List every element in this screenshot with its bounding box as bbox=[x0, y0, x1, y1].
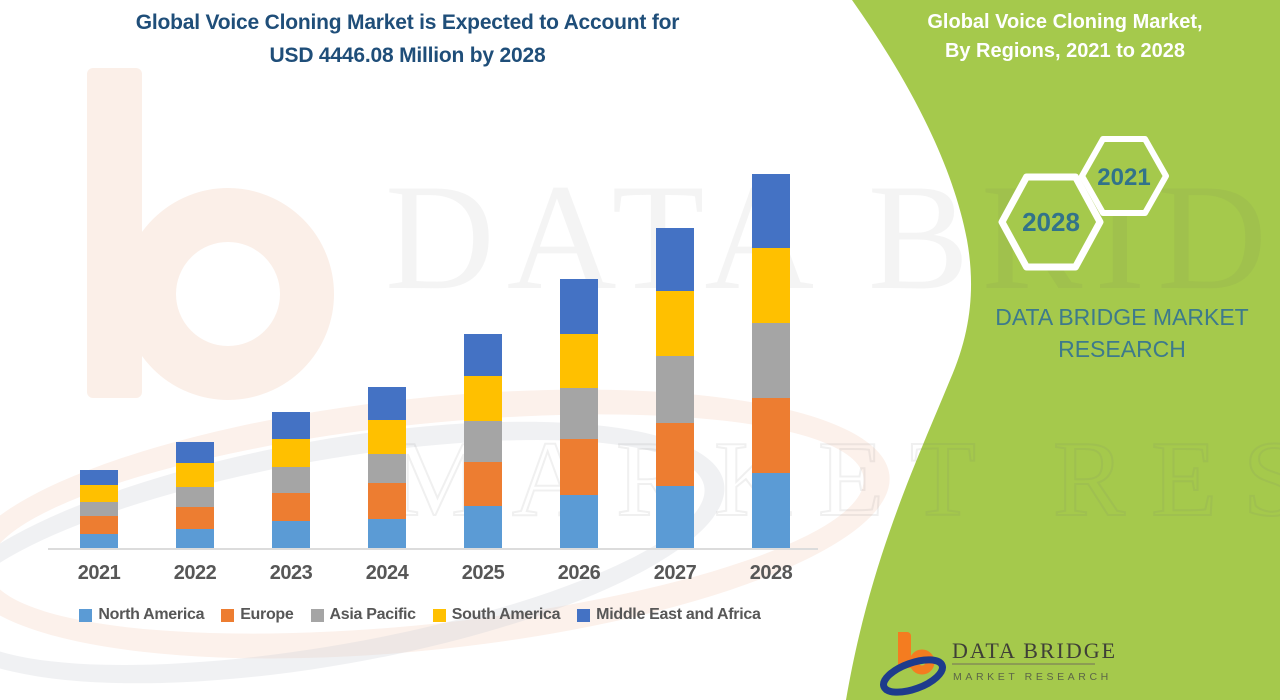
x-label-2028: 2028 bbox=[749, 562, 793, 584]
x-label-2027: 2027 bbox=[653, 562, 697, 584]
chart-title-line1: Global Voice Cloning Market is Expected … bbox=[135, 11, 680, 34]
legend-label: Asia Pacific bbox=[329, 606, 417, 623]
legend-swatch-europe bbox=[221, 608, 235, 622]
bar-segment-2025-south-america bbox=[464, 376, 502, 421]
bar-segment-2028-south-america bbox=[752, 247, 790, 323]
bar-segment-2024-asia-pacific bbox=[368, 454, 406, 483]
bar-segment-2023-south-america bbox=[272, 439, 310, 467]
hexagon-2021 bbox=[1079, 136, 1169, 216]
bar-segment-2022-north-america bbox=[176, 529, 214, 548]
bar-2026 bbox=[560, 90, 598, 548]
bar-segment-2022-south-america bbox=[176, 462, 214, 487]
chart-legend: North America Europe Asia Pacific South Ame… bbox=[5, 606, 835, 624]
side-panel-heading-line1: Global Voice Cloning Market, bbox=[927, 11, 1203, 33]
hexagon-2021-label: 2021 bbox=[1097, 164, 1150, 191]
bar-segment-2021-middle-east-and-africa bbox=[80, 470, 118, 485]
hexagon-badges: 2028 2021 bbox=[998, 136, 1169, 271]
bar-segment-2022-europe bbox=[176, 507, 214, 530]
watermark-marketresearch-text: MARKET RESEARCH bbox=[389, 419, 1280, 540]
bar-segment-2026-middle-east-and-africa bbox=[560, 279, 598, 335]
bar-segment-2028-north-america bbox=[752, 472, 790, 548]
legend-label: Middle East and Africa bbox=[596, 606, 761, 623]
bar-segment-2021-south-america bbox=[80, 485, 118, 503]
side-panel-heading-line2: By Regions, 2021 to 2028 bbox=[944, 40, 1186, 62]
bar-segment-2027-asia-pacific bbox=[656, 356, 694, 423]
logo-swoosh bbox=[880, 656, 946, 696]
legend-swatch-north-america bbox=[79, 608, 93, 622]
side-panel-heading: Global Voice Cloning Market, By Regions,… bbox=[870, 8, 1260, 66]
bar-segment-2021-europe bbox=[80, 516, 118, 535]
bar-segment-2028-asia-pacific bbox=[752, 322, 790, 398]
legend-swatch-asia-pacific bbox=[310, 608, 324, 622]
legend-item-asia-pacific: Asia Pacific bbox=[310, 606, 417, 624]
legend-item-middle-east-and-africa: Middle East and Africa bbox=[577, 606, 761, 624]
bar-segment-2025-middle-east-and-africa bbox=[464, 334, 502, 377]
databridge-logo-mark bbox=[880, 632, 946, 696]
x-axis-line bbox=[48, 548, 818, 550]
hexagon-2028-label: 2028 bbox=[1022, 207, 1080, 237]
x-label-2026: 2026 bbox=[557, 562, 601, 584]
logo-tagline-text: MARKET RESEARCH bbox=[953, 671, 1112, 683]
legend-label: North America bbox=[98, 606, 205, 623]
logo-b-bar bbox=[898, 632, 911, 668]
brand-text: DATA BRIDGE MARKET RESEARCH bbox=[961, 301, 1280, 365]
bar-segment-2025-europe bbox=[464, 461, 502, 506]
bar-2028 bbox=[752, 90, 790, 548]
chart-title-line2: USD 4446.08 Million by 2028 bbox=[269, 44, 546, 67]
bar-segment-2023-europe bbox=[272, 492, 310, 522]
bar-segment-2023-north-america bbox=[272, 521, 310, 548]
bar-segment-2028-middle-east-and-africa bbox=[752, 173, 790, 248]
bar-2022 bbox=[176, 90, 214, 548]
bar-segment-2024-north-america bbox=[368, 518, 406, 548]
bar-segment-2026-north-america bbox=[560, 495, 598, 548]
bar-segment-2025-north-america bbox=[464, 505, 502, 548]
bar-2025 bbox=[464, 90, 502, 548]
bar-segment-2023-middle-east-and-africa bbox=[272, 411, 310, 440]
bar-segment-2021-north-america bbox=[80, 534, 118, 548]
bar-segment-2024-middle-east-and-africa bbox=[368, 386, 406, 421]
plot-area bbox=[55, 90, 815, 548]
bar-2023 bbox=[272, 90, 310, 548]
x-label-2022: 2022 bbox=[173, 562, 217, 584]
bar-segment-2024-europe bbox=[368, 482, 406, 519]
bar-segment-2027-europe bbox=[656, 422, 694, 486]
bar-segment-2025-asia-pacific bbox=[464, 420, 502, 462]
bar-segment-2027-south-america bbox=[656, 291, 694, 357]
chart-title: Global Voice Cloning Market is Expected … bbox=[0, 6, 815, 72]
watermark-logo-bar bbox=[87, 68, 142, 398]
bar-segment-2026-south-america bbox=[560, 334, 598, 388]
bar-segment-2022-asia-pacific bbox=[176, 486, 214, 507]
hexagon-2028 bbox=[998, 173, 1104, 271]
x-label-2021: 2021 bbox=[77, 562, 121, 584]
bar-segment-2026-europe bbox=[560, 439, 598, 496]
legend-label: Europe bbox=[240, 606, 294, 623]
bar-segment-2022-middle-east-and-africa bbox=[176, 441, 214, 463]
bar-segment-2024-south-america bbox=[368, 420, 406, 455]
x-axis-labels: 2021 2022 2023 2024 2025 2026 2027 2028 bbox=[0, 562, 860, 588]
bar-segment-2027-north-america bbox=[656, 485, 694, 548]
brand-text-line2: RESEARCH bbox=[1058, 336, 1186, 362]
bar-segment-2023-asia-pacific bbox=[272, 466, 310, 493]
bar-segment-2027-middle-east-and-africa bbox=[656, 227, 694, 292]
logo-brand-text: DATA BRIDGE bbox=[952, 638, 1117, 663]
legend-item-south-america: South America bbox=[432, 606, 561, 624]
legend-swatch-south-america bbox=[432, 608, 446, 622]
x-label-2024: 2024 bbox=[365, 562, 409, 584]
legend-swatch-middle-east-and-africa bbox=[577, 608, 591, 622]
bar-segment-2026-asia-pacific bbox=[560, 387, 598, 440]
x-label-2025: 2025 bbox=[461, 562, 505, 584]
bar-segment-2021-asia-pacific bbox=[80, 502, 118, 516]
bar-2024 bbox=[368, 90, 406, 548]
databridge-logo: DATA BRIDGE MARKET RESEARCH bbox=[880, 632, 1117, 696]
legend-item-europe: Europe bbox=[221, 606, 294, 624]
bar-segment-2028-europe bbox=[752, 397, 790, 473]
brand-text-line1: DATA BRIDGE MARKET bbox=[995, 304, 1249, 330]
x-label-2023: 2023 bbox=[269, 562, 313, 584]
legend-item-north-america: North America bbox=[79, 606, 204, 624]
bar-2027 bbox=[656, 90, 694, 548]
bar-2021 bbox=[80, 90, 118, 548]
legend-label: South America bbox=[451, 606, 561, 623]
